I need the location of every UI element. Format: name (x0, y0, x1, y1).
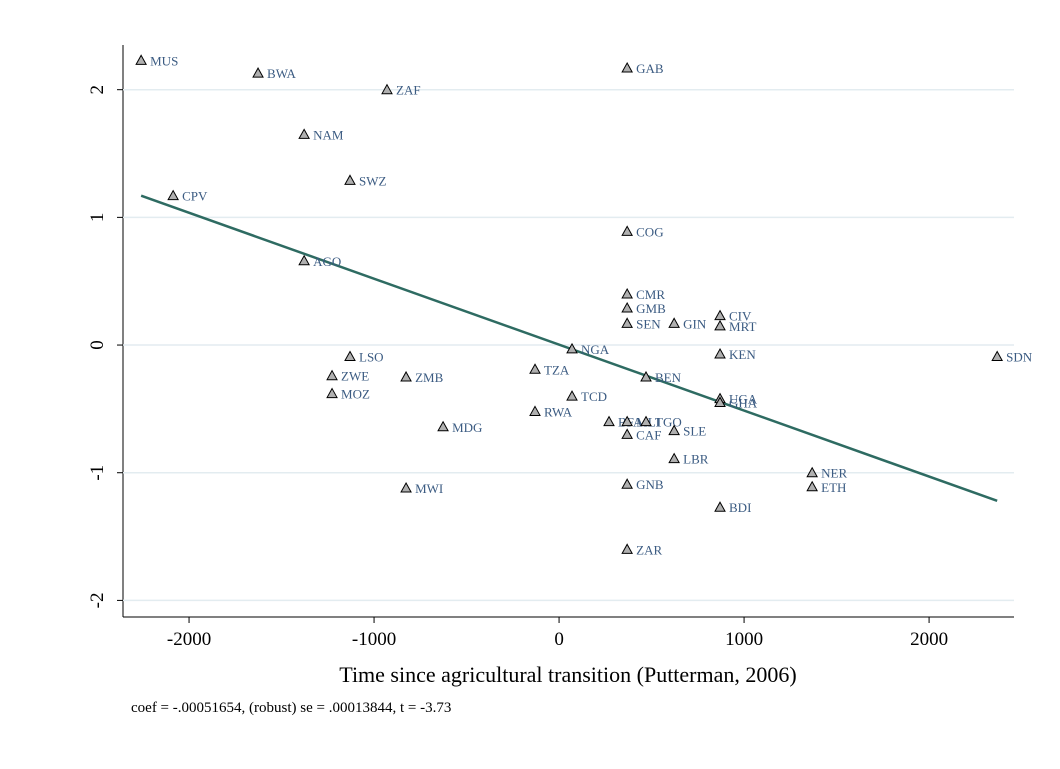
point-label: GNB (636, 477, 664, 492)
point-label: BEN (655, 370, 682, 385)
point-label: AGO (313, 254, 341, 269)
point-label: MDG (452, 420, 482, 435)
point (806, 480, 819, 492)
point-label: NAM (313, 127, 344, 142)
point (344, 350, 356, 362)
y-tick-label: -1 (87, 465, 108, 481)
y-tick-label: 1 (87, 213, 108, 223)
point (298, 128, 310, 139)
point-label: MRT (729, 319, 756, 334)
point-label: LSO (359, 350, 384, 365)
point (714, 347, 726, 359)
point-label: MWI (415, 481, 443, 496)
x-tick-label: 1000 (725, 629, 763, 650)
point-label: TZA (544, 362, 570, 377)
point (621, 287, 633, 299)
point-label: MOZ (341, 387, 370, 402)
point-label: UGA (729, 392, 758, 407)
point (566, 342, 578, 354)
point (529, 405, 541, 416)
point (621, 301, 633, 313)
y-tick-label: 0 (87, 340, 108, 350)
point-label: CPV (182, 189, 208, 204)
point-label: SLE (683, 424, 706, 439)
point (437, 420, 449, 432)
point (621, 543, 633, 554)
point (603, 415, 615, 427)
point (326, 387, 338, 399)
point-label: SWZ (359, 173, 387, 188)
point (621, 61, 633, 73)
point (714, 309, 726, 321)
point-label: CIV (729, 309, 752, 324)
point (621, 428, 633, 439)
point (668, 317, 680, 328)
point (400, 370, 412, 382)
point-label: TGO (655, 415, 682, 430)
point (714, 396, 726, 407)
point (167, 189, 179, 201)
point (621, 225, 633, 236)
point (621, 415, 633, 427)
point-label: SDN (1006, 350, 1033, 365)
point-label: ETH (821, 480, 846, 495)
point (668, 424, 680, 436)
point-label: BDI (729, 500, 751, 515)
point (668, 452, 680, 464)
point-label: ZMB (415, 370, 444, 385)
x-tick-label: 0 (554, 629, 564, 650)
point-label: KEN (729, 347, 756, 362)
point (991, 350, 1004, 362)
point-label: ZAF (396, 83, 421, 98)
point-label: ZWE (341, 369, 369, 384)
point-label: ZAR (636, 542, 662, 557)
point (252, 67, 264, 78)
point (621, 478, 633, 489)
point-label: RWA (544, 404, 573, 419)
x-axis-title: Time since agricultural transition (Putt… (339, 662, 796, 687)
point-label: TCD (581, 389, 607, 404)
point-label: GHA (729, 396, 758, 411)
point-label: SEN (636, 316, 661, 331)
point (640, 370, 652, 382)
x-tick-label: -1000 (352, 629, 396, 650)
point (714, 501, 726, 512)
point-label: NER (821, 466, 847, 481)
point-label: GMB (636, 301, 666, 316)
point (566, 390, 578, 401)
point-label: GAB (636, 61, 664, 76)
point-label: LBR (683, 452, 709, 467)
point (621, 317, 633, 328)
point (344, 174, 356, 185)
point (529, 363, 541, 374)
point-label: CMR (636, 287, 665, 302)
x-tick-label: 2000 (910, 629, 948, 650)
note: coef = -.00051654, (robust) se = .000138… (131, 700, 451, 716)
point-label: MUS (150, 53, 178, 68)
point (640, 415, 652, 427)
point-label: BWA (267, 66, 297, 81)
point (714, 319, 726, 331)
point-label: COG (636, 224, 663, 239)
point (806, 466, 819, 478)
point (400, 482, 412, 493)
point (135, 54, 147, 65)
point-label: CAF (636, 427, 661, 442)
y-tick-label: 2 (87, 85, 108, 95)
point (381, 83, 393, 95)
point-label: GIN (683, 316, 707, 331)
point (298, 254, 310, 266)
x-tick-label: -2000 (167, 629, 211, 650)
point-label: NGA (581, 342, 610, 357)
y-tick-label: -2 (87, 592, 108, 608)
point (326, 369, 338, 381)
